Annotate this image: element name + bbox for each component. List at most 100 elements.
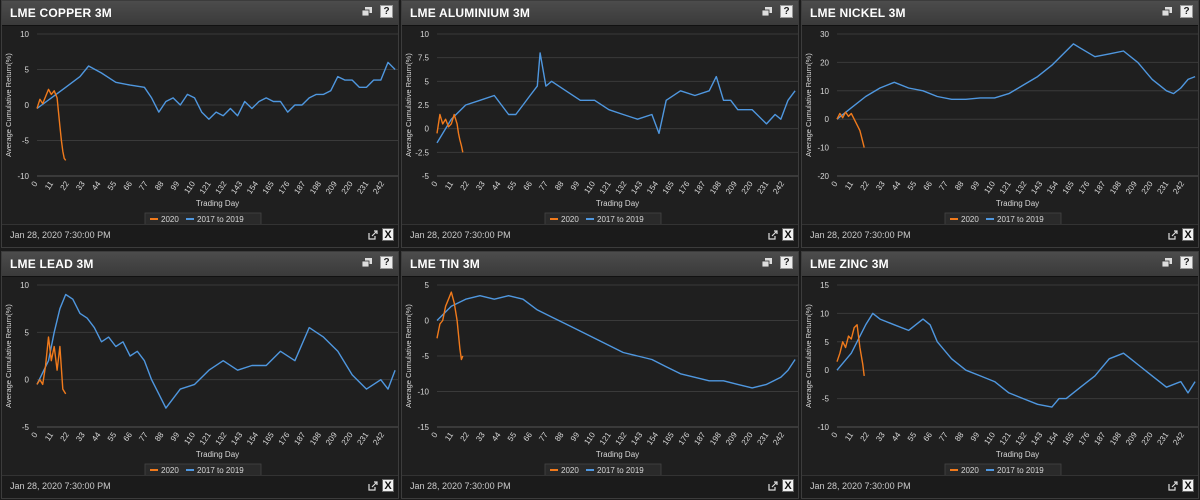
x-tick-label: 121 (998, 430, 1013, 447)
x-tick-label: 77 (137, 430, 150, 443)
legend-label-2020: 2020 (161, 215, 179, 224)
x-tick-label: 165 (661, 430, 676, 447)
excel-export-icon[interactable]: X (782, 479, 794, 492)
timestamp: Jan 28, 2020 7:30:00 PM (810, 481, 911, 491)
x-tick-label: 242 (771, 430, 786, 447)
x-tick-label: 165 (261, 179, 276, 196)
x-tick-label: 11 (443, 430, 455, 442)
y-tick-label: 7.5 (418, 54, 430, 63)
y-tick-label: 0 (25, 101, 30, 110)
x-tick-label: 231 (1155, 179, 1170, 196)
y-tick-label: 10 (820, 87, 829, 96)
legend-label-2017-2019: 2017 to 2019 (597, 466, 644, 475)
legend: 2020 2017 to 2019 (944, 212, 1062, 226)
external-link-icon[interactable] (768, 481, 778, 491)
x-tick-label: 0 (30, 430, 40, 439)
y-tick-label: 5 (425, 77, 430, 86)
y-tick-label: 0 (425, 317, 430, 326)
x-tick-label: 44 (890, 430, 903, 443)
excel-export-icon[interactable]: X (782, 228, 794, 241)
timestamp: Jan 28, 2020 7:30:00 PM (810, 230, 911, 240)
y-tick-label: -20 (817, 172, 829, 181)
help-button[interactable]: ? (380, 256, 393, 269)
help-button[interactable]: ? (1180, 256, 1193, 269)
x-tick-label: 176 (277, 179, 292, 196)
external-link-icon[interactable] (368, 481, 378, 491)
x-tick-label: 66 (522, 430, 535, 443)
x-tick-label: 198 (708, 430, 723, 447)
x-tick-label: 132 (214, 430, 229, 447)
external-link-icon[interactable] (1168, 481, 1178, 491)
restore-window-icon[interactable] (362, 258, 372, 267)
excel-export-icon[interactable]: X (382, 228, 394, 241)
help-button[interactable]: ? (780, 5, 793, 18)
x-tick-label: 209 (324, 430, 339, 447)
x-tick-label: 88 (153, 179, 166, 192)
timestamp: Jan 28, 2020 7:30:00 PM (410, 481, 511, 491)
external-link-icon[interactable] (768, 230, 778, 240)
x-tick-label: 55 (906, 179, 919, 192)
x-tick-label: 77 (537, 179, 550, 192)
x-tick-label: 209 (724, 430, 739, 447)
x-tick-label: 143 (1029, 179, 1044, 196)
x-tick-label: 165 (661, 179, 676, 196)
x-tick-label: 132 (614, 430, 629, 447)
x-tick-label: 77 (537, 430, 550, 443)
x-tick-label: 132 (1014, 430, 1029, 447)
x-tick-label: 242 (1171, 430, 1186, 447)
x-tick-label: 242 (371, 430, 386, 447)
excel-export-icon[interactable]: X (382, 479, 394, 492)
x-tick-label: 88 (953, 179, 966, 192)
x-tick-label: 22 (459, 179, 472, 192)
x-tick-label: 99 (169, 179, 182, 192)
restore-window-icon[interactable] (1162, 258, 1172, 267)
x-tick-label: 187 (692, 430, 707, 447)
x-tick-label: 154 (645, 179, 660, 196)
x-tick-label: 220 (1140, 179, 1155, 196)
help-button[interactable]: ? (780, 256, 793, 269)
help-button[interactable]: ? (1180, 5, 1193, 18)
x-tick-label: 231 (755, 179, 770, 196)
y-tick-label: 10 (20, 30, 29, 39)
x-tick-label: 132 (1014, 179, 1029, 196)
help-button[interactable]: ? (380, 5, 393, 18)
x-tick-label: 132 (214, 179, 229, 196)
panel-header: LME LEAD 3M ? (2, 252, 398, 277)
y-tick-label: -5 (22, 137, 30, 146)
x-tick-label: 198 (308, 179, 323, 196)
x-tick-label: 44 (490, 179, 503, 192)
x-tick-label: 55 (106, 179, 119, 192)
x-tick-label: 220 (340, 179, 355, 196)
x-tick-label: 154 (245, 430, 260, 447)
x-tick-label: 66 (122, 179, 135, 192)
external-link-icon[interactable] (1168, 230, 1178, 240)
excel-export-icon[interactable]: X (1182, 479, 1194, 492)
y-tick-label: 20 (820, 58, 829, 67)
panel-footer: Jan 28, 2020 7:30:00 PM X (2, 224, 398, 247)
legend-label-2017-2019: 2017 to 2019 (197, 215, 244, 224)
x-tick-label: 198 (1108, 179, 1123, 196)
excel-export-icon[interactable]: X (1182, 228, 1194, 241)
series-line-2017-2019 (436, 52, 796, 144)
x-tick-label: 0 (830, 430, 840, 439)
external-link-icon[interactable] (368, 230, 378, 240)
y-tick-label: 0 (25, 376, 30, 385)
x-tick-label: 99 (569, 179, 582, 192)
x-axis-title: Trading Day (596, 450, 639, 459)
x-axis-title: Trading Day (196, 199, 239, 208)
panel-title: LME COPPER 3M (10, 6, 112, 20)
series-line-2020 (436, 113, 464, 153)
y-tick-label: 5 (25, 328, 30, 337)
x-tick-label: 220 (740, 430, 755, 447)
restore-window-icon[interactable] (1162, 7, 1172, 16)
series-line-2017-2019 (36, 61, 396, 120)
x-tick-label: 143 (629, 179, 644, 196)
x-tick-label: 154 (1045, 430, 1060, 447)
legend-label-2017-2019: 2017 to 2019 (997, 215, 1044, 224)
x-tick-label: 33 (474, 179, 487, 192)
restore-window-icon[interactable] (362, 7, 372, 16)
restore-window-icon[interactable] (762, 258, 772, 267)
x-tick-label: 154 (645, 430, 660, 447)
restore-window-icon[interactable] (762, 7, 772, 16)
